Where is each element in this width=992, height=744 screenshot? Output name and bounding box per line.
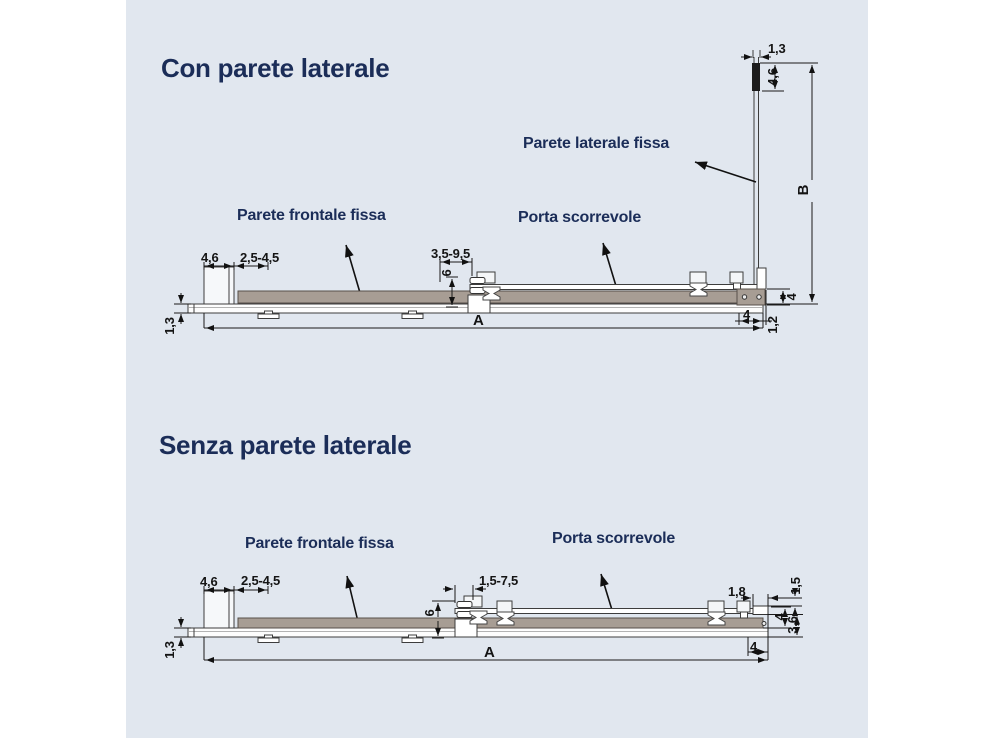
rail-feet bbox=[257, 310, 424, 319]
dim-text-rail-13-top: 1,3 bbox=[162, 317, 177, 335]
dim-corner bbox=[735, 288, 790, 325]
dim-text-gap-12: 1,2 bbox=[765, 316, 780, 334]
dim-text-glass-13: 1,3 bbox=[768, 41, 786, 56]
label-front-wall-top: Parete frontale fissa bbox=[237, 207, 386, 224]
wall-mount-profile bbox=[203, 266, 235, 305]
door-end-cap bbox=[752, 605, 769, 615]
door-roller-1 bbox=[689, 271, 708, 297]
rail-feet-2 bbox=[257, 634, 424, 643]
dim-left-profiles bbox=[203, 262, 269, 270]
dim-end-heights bbox=[763, 606, 803, 638]
dim-text-profile-46-bottom: 4,6 bbox=[200, 574, 218, 589]
dim-text-1575: 1,5-7,5 bbox=[479, 573, 519, 588]
dim-text-height-b: B bbox=[795, 184, 812, 196]
corner-junction bbox=[736, 267, 767, 306]
dim-door-overlap bbox=[439, 258, 473, 282]
bottom-diagram bbox=[174, 573, 803, 663]
dim-height-b bbox=[766, 65, 818, 305]
sliding-door-glass bbox=[469, 284, 760, 290]
dim-door-depth bbox=[446, 276, 458, 308]
dim-text-a-top: A bbox=[473, 312, 484, 329]
dim-text-corner-4v: 4 bbox=[784, 293, 799, 301]
dim-text-wall-46: 4,6 bbox=[765, 68, 780, 86]
wall-mount-profile-2 bbox=[203, 590, 235, 629]
dim-text-profile-46-top: 4,6 bbox=[201, 250, 219, 265]
door-roller-3 bbox=[496, 600, 515, 626]
door-roller-4 bbox=[707, 600, 726, 626]
dim-door-overlap-2 bbox=[443, 585, 486, 603]
top-diagram bbox=[174, 50, 818, 331]
bottom-rail-2 bbox=[187, 627, 769, 638]
dim-text-3595: 3,5-9,5 bbox=[431, 246, 471, 261]
label-side-wall: Parete laterale fissa bbox=[523, 135, 670, 152]
dim-text-cap-15: 1,5 bbox=[788, 577, 803, 595]
dim-text-end-36: 3,6 bbox=[785, 616, 800, 634]
door-clamp bbox=[467, 271, 501, 314]
dim-rail-height bbox=[174, 293, 191, 324]
door-roller-5 bbox=[736, 600, 751, 619]
dim-text-6-top: 6 bbox=[439, 269, 454, 277]
dim-end-cap bbox=[741, 588, 802, 616]
top-title: Con parete laterale bbox=[161, 53, 390, 83]
dim-text-end-4h: 4 bbox=[750, 639, 758, 654]
dim-door-depth-2 bbox=[432, 600, 455, 639]
dim-text-2545-top: 2,5-4,5 bbox=[240, 250, 280, 265]
label-front-wall-bottom: Parete frontale fissa bbox=[245, 535, 394, 552]
dim-left-profiles-2 bbox=[203, 586, 269, 594]
side-wall-glass bbox=[752, 50, 761, 290]
dim-text-a-bottom: A bbox=[484, 644, 495, 661]
dim-text-2545-bottom: 2,5-4,5 bbox=[241, 573, 281, 588]
dim-wall-profile bbox=[760, 62, 818, 92]
label-sliding-door-top: Porta scorrevole bbox=[518, 209, 642, 226]
dim-rail-height-2 bbox=[174, 617, 191, 648]
dim-text-6-bottom: 6 bbox=[422, 609, 437, 617]
screw bbox=[761, 621, 767, 626]
label-sliding-door-bottom: Porta scorrevole bbox=[552, 530, 676, 547]
dim-text-end-4v: 4 bbox=[772, 613, 787, 621]
dim-text-corner-4h: 4 bbox=[743, 307, 751, 322]
dim-end-width bbox=[747, 637, 768, 656]
dim-text-rail-13-bottom: 1,3 bbox=[162, 641, 177, 659]
bottom-title: Senza parete laterale bbox=[159, 430, 412, 460]
dim-text-cap-18: 1,8 bbox=[728, 584, 746, 599]
